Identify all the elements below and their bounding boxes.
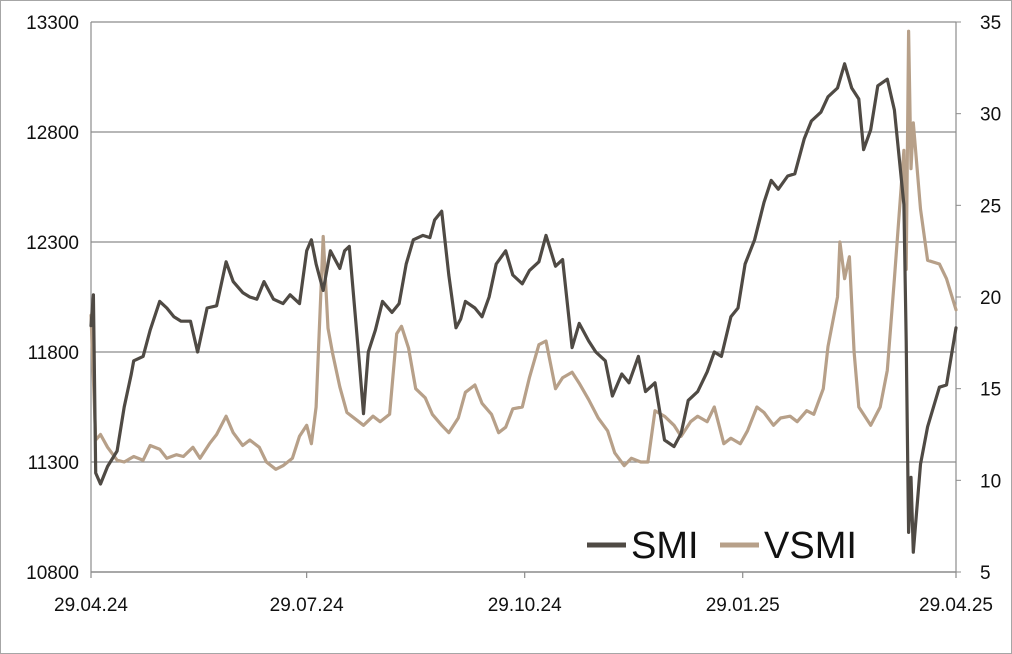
axes xyxy=(90,21,961,578)
y-left-tick-label: 12300 xyxy=(26,233,79,254)
y-left-tick-label: 11800 xyxy=(28,343,79,364)
y-right-tick-label: 20 xyxy=(980,288,1001,309)
y-right-tick-label: 30 xyxy=(980,105,1001,126)
y-left-tick-label: 13300 xyxy=(26,13,79,34)
legend-label-smi: SMI xyxy=(631,525,699,567)
y-left-tick-label: 12800 xyxy=(26,123,79,144)
x-tick-label: 29.01.25 xyxy=(706,595,780,616)
y-left-tick-label: 10800 xyxy=(26,563,79,584)
y-right-tick-label: 5 xyxy=(980,563,991,584)
y-right-tick-label: 10 xyxy=(980,471,1001,492)
y-right-tick-label: 25 xyxy=(980,196,1001,217)
legend-label-vsmi: VSMI xyxy=(764,525,857,567)
series-line-smi xyxy=(89,62,958,554)
series-lines xyxy=(89,29,958,554)
y-right-tick-label: 35 xyxy=(980,13,1001,34)
y-left-tick-label: 11300 xyxy=(28,453,79,474)
legend: SMI VSMI xyxy=(587,525,857,567)
x-tick-label: 29.10.24 xyxy=(488,595,562,616)
tick-labels: 13300 12800 12300 11800 11300 10800 35 30 25 20 15… xyxy=(26,13,1001,616)
y-right-tick-label: 15 xyxy=(980,380,1001,401)
x-tick-label: 29.04.25 xyxy=(919,595,993,616)
series-line-vsmi xyxy=(89,29,958,471)
x-tick-label: 29.04.24 xyxy=(54,595,128,616)
x-tick-label: 29.07.24 xyxy=(270,595,344,616)
gridlines xyxy=(91,131,956,463)
